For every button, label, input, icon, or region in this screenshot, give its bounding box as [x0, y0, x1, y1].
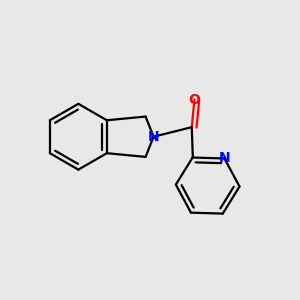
- Text: N: N: [219, 152, 230, 166]
- Text: O: O: [188, 93, 200, 106]
- Text: N: N: [148, 130, 159, 144]
